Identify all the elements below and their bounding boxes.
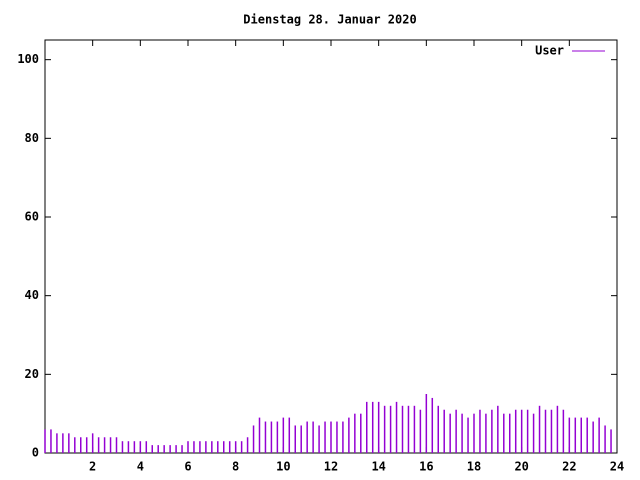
- x-tick-label: 8: [232, 460, 239, 474]
- y-tick-label: 80: [25, 131, 39, 145]
- x-tick-label: 4: [137, 460, 144, 474]
- x-tick-label: 24: [610, 460, 624, 474]
- x-tick-label: 10: [276, 460, 290, 474]
- y-tick-label: 100: [17, 52, 39, 66]
- legend-label: User: [535, 44, 564, 58]
- x-tick-label: 16: [419, 460, 433, 474]
- x-tick-label: 12: [324, 460, 338, 474]
- y-tick-label: 60: [25, 210, 39, 224]
- x-tick-label: 20: [514, 460, 528, 474]
- chart-title: Dienstag 28. Januar 2020: [243, 13, 416, 27]
- y-tick-label: 0: [32, 446, 39, 460]
- y-tick-label: 20: [25, 367, 39, 381]
- x-tick-label: 22: [562, 460, 576, 474]
- x-tick-label: 2: [89, 460, 96, 474]
- x-tick-label: 18: [467, 460, 481, 474]
- x-tick-label: 14: [371, 460, 385, 474]
- x-tick-label: 6: [184, 460, 191, 474]
- y-tick-label: 40: [25, 288, 39, 302]
